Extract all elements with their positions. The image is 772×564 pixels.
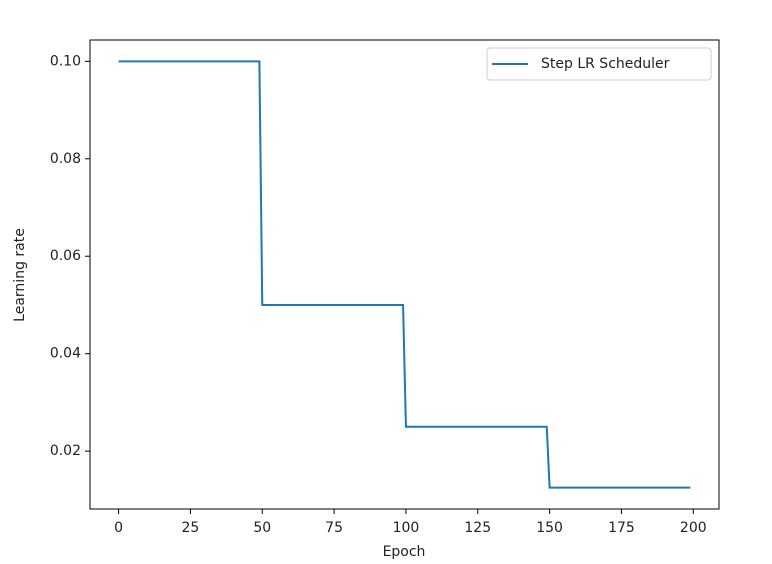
x-tick-label: 75: [325, 520, 343, 536]
y-tick-label: 0.04: [50, 346, 81, 362]
x-tick-label: 50: [253, 520, 271, 536]
x-tick-label: 200: [680, 520, 707, 536]
y-tick-label: 0.08: [50, 151, 81, 167]
x-tick-label: 125: [464, 520, 491, 536]
x-tick-label: 0: [114, 520, 123, 536]
x-tick-label: 100: [393, 520, 420, 536]
line-series: [118, 60, 691, 489]
legend-box: [486, 47, 712, 81]
x-tick-label: 150: [536, 520, 563, 536]
x-axis-label: Epoch: [383, 544, 426, 560]
plot-frame: [89, 39, 720, 510]
y-tick-label: 0.02: [50, 443, 81, 459]
legend-label: Step LR Scheduler: [541, 56, 670, 72]
x-tick-label: 175: [608, 520, 635, 536]
y-axis-label: Learning rate: [12, 228, 28, 322]
y-tick-label: 0.06: [50, 248, 81, 264]
y-tick-label: 0.10: [50, 53, 81, 69]
x-tick-label: 25: [182, 520, 200, 536]
